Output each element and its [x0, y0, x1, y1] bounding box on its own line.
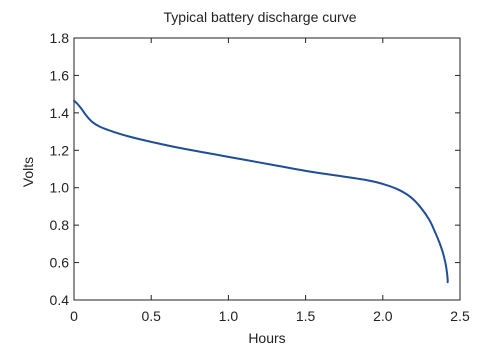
y-tick-label: 1.4: [50, 105, 70, 121]
y-axis-label: Volts: [20, 157, 36, 187]
y-tick-label: 0.4: [50, 292, 70, 308]
y-tick-label: 1.2: [50, 142, 70, 158]
x-tick-label: 2.0: [373, 308, 393, 324]
x-tick-label: 0: [70, 308, 78, 324]
y-tick-label: 0.6: [50, 255, 70, 271]
x-axis-label: Hours: [248, 330, 285, 346]
x-axis: 0 0.5 1.0 1.5 2.0 2.5: [70, 38, 470, 324]
plot-frame: [73, 37, 461, 301]
x-tick-label: 1.0: [219, 308, 239, 324]
x-tick-label: 1.5: [296, 308, 316, 324]
chart-title: Typical battery discharge curve: [164, 9, 357, 25]
discharge-curve-line: [73, 99, 449, 284]
y-tick-label: 1.0: [50, 180, 70, 196]
series-layer: [73, 99, 449, 284]
y-tick-label: 1.8: [50, 30, 70, 46]
x-tick-label: 0.5: [141, 308, 161, 324]
y-tick-label: 1.6: [50, 67, 70, 83]
y-tick-label: 0.8: [50, 217, 70, 233]
y-axis: 0.4 0.6 0.8 1.0 1.2 1.4 1.6 1.8: [50, 30, 460, 308]
x-tick-label: 2.5: [450, 308, 470, 324]
